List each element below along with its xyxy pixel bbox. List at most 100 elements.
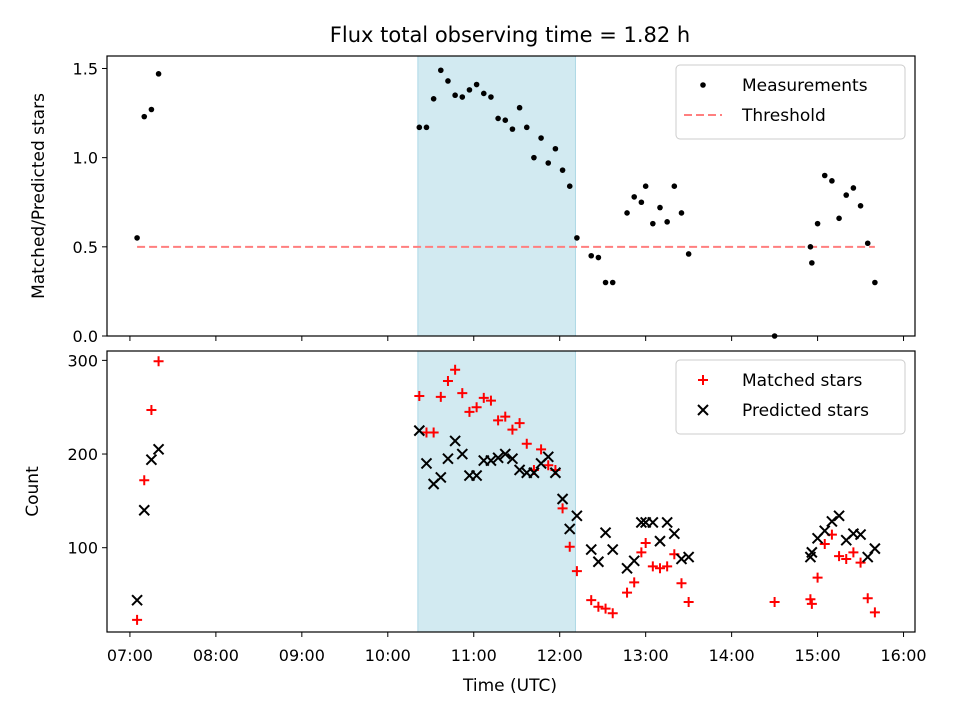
y-tick-label: 0.5 (73, 238, 98, 257)
x-tick-label: 08:00 (193, 646, 239, 665)
data-point (805, 594, 816, 605)
data-point (414, 390, 425, 401)
y-tick-label: 0.0 (73, 327, 98, 346)
data-point (542, 451, 554, 463)
data-point (833, 510, 845, 522)
data-point (819, 538, 830, 549)
data-point (509, 126, 516, 132)
data-point (523, 124, 530, 131)
legend-label: Matched stars (742, 371, 862, 391)
series-measurements (134, 67, 878, 339)
legend-marker (698, 375, 708, 385)
data-point (506, 453, 519, 465)
data-point (855, 557, 866, 568)
data-point (682, 551, 695, 563)
data-point (841, 553, 852, 564)
data-point (488, 94, 494, 100)
data-point (607, 543, 619, 556)
data-point (435, 471, 447, 484)
data-point (152, 443, 165, 456)
x-tick-label: 15:00 (795, 646, 841, 665)
x-tick-label: 14:00 (709, 646, 755, 665)
data-point (146, 405, 157, 416)
data-point (464, 406, 475, 417)
data-point (872, 279, 878, 286)
data-point (647, 561, 658, 572)
y-axis-label: Matched/Predicted stars (29, 93, 49, 299)
data-point (862, 593, 873, 604)
x-tick-label: 09:00 (279, 646, 325, 665)
data-point (807, 244, 814, 250)
data-point (638, 199, 645, 206)
data-point (609, 279, 616, 286)
legend-label: Threshold (741, 106, 826, 126)
data-point (442, 375, 453, 386)
data-point (586, 595, 597, 606)
data-point (574, 235, 580, 241)
data-point (134, 235, 140, 241)
x-tick-label: 07:00 (107, 646, 153, 665)
data-point (809, 260, 815, 266)
data-point (592, 556, 605, 568)
data-point (588, 252, 595, 259)
y-tick-label: 1.5 (73, 59, 98, 78)
legend: Matched stars Predicted stars (675, 359, 906, 435)
data-point (595, 254, 602, 261)
data-point (629, 577, 640, 588)
y-tick-label: 1.0 (73, 149, 98, 168)
data-point (552, 145, 559, 152)
data-point (442, 453, 454, 465)
legend-label: Measurements (742, 76, 868, 96)
legend-marker (697, 404, 709, 416)
data-point (485, 395, 496, 406)
x-tick-label: 16:00 (880, 646, 926, 665)
data-point (470, 469, 483, 482)
x-tick-label: 12:00 (537, 646, 583, 665)
data-point (864, 240, 871, 247)
data-point (664, 219, 670, 225)
data-point (138, 504, 150, 516)
data-point (514, 418, 525, 429)
data-point (812, 572, 823, 583)
data-point (602, 279, 609, 286)
data-point (571, 510, 583, 522)
ratio-panel: 0.0 0.5 1.0 1.5 Matched/Predicted stars Measu… (29, 55, 916, 346)
data-point (836, 215, 842, 222)
series-matched-stars (132, 356, 880, 625)
data-point (607, 608, 618, 619)
data-point (538, 135, 544, 141)
data-point (668, 527, 681, 540)
data-point (843, 192, 850, 198)
data-point (685, 251, 692, 257)
data-point (834, 551, 845, 562)
data-point (571, 566, 582, 577)
legend-box (675, 64, 906, 140)
x-tick-label: 10:00 (365, 646, 411, 665)
data-point (559, 167, 566, 173)
data-point (459, 94, 466, 100)
data-point (806, 546, 818, 559)
data-point (430, 96, 437, 102)
data-point (502, 117, 509, 124)
data-point (640, 538, 651, 549)
data-point (485, 454, 497, 467)
data-point (564, 523, 576, 535)
data-point (593, 601, 604, 612)
x-tick-label: 13:00 (623, 646, 669, 665)
data-point (420, 457, 433, 470)
data-point (585, 543, 597, 556)
data-point (423, 124, 430, 131)
count-panel: 100 200 300 07:00 08:00 09:00 10:00 11:00 12:00 1… (23, 350, 927, 665)
data-point (676, 578, 687, 589)
data-point (671, 183, 678, 189)
data-point (850, 185, 857, 191)
y-tick-label: 300 (67, 351, 98, 370)
data-point (445, 78, 451, 84)
data-point (507, 424, 518, 435)
data-point (635, 516, 648, 529)
legend-label: Predicted stars (742, 401, 869, 421)
data-point (647, 516, 659, 529)
data-point (513, 464, 526, 476)
data-point (131, 594, 143, 606)
data-point (521, 438, 532, 449)
